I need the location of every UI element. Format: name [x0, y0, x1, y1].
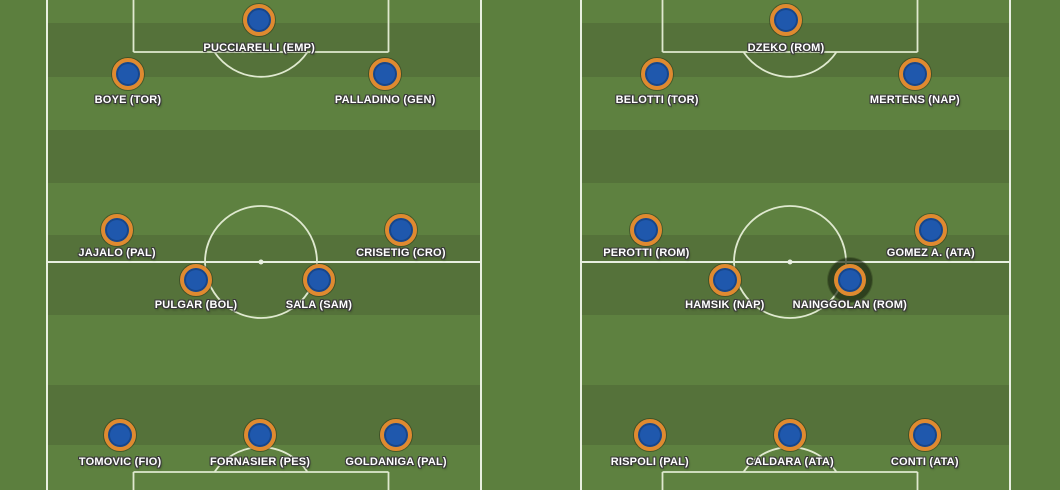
player-label-belotti: BELOTTI (TOR) [615, 94, 699, 106]
penalty-box-top [132, 0, 390, 53]
player-marker-hamsik[interactable] [708, 264, 741, 296]
center-spot [258, 259, 264, 265]
player-marker-dzeko[interactable] [770, 4, 803, 36]
player-label-crisetig: CRISETIG (CRO) [356, 247, 446, 259]
player-label-jajalo: JAJALO (PAL) [78, 247, 156, 259]
player-marker-mertens[interactable] [898, 58, 931, 90]
player-marker-gomez-a[interactable] [914, 214, 947, 246]
player-label-palladino: PALLADINO (GEN) [334, 94, 436, 106]
pitch-markings-left [46, 0, 482, 490]
penalty-arc-top [213, 51, 309, 78]
player-label-hamsik: HAMSIK (NAP) [685, 299, 765, 311]
player-marker-boye[interactable] [111, 58, 144, 90]
player-label-boye: BOYE (TOR) [94, 94, 162, 106]
player-marker-pucciarelli[interactable] [243, 4, 276, 36]
player-label-tomovic: TOMOVIC (FIO) [78, 456, 162, 468]
player-label-perotti: PEROTTI (ROM) [603, 247, 690, 259]
player-label-pulgar: PULGAR (BOL) [154, 299, 238, 311]
player-marker-perotti[interactable] [630, 214, 663, 246]
penalty-box-top [661, 0, 919, 53]
player-label-rispoli: RISPOLI (PAL) [610, 456, 689, 468]
player-marker-fornasier[interactable] [244, 419, 277, 451]
player-marker-goldaniga[interactable] [380, 419, 413, 451]
player-marker-caldara[interactable] [773, 419, 806, 451]
player-label-fornasier: FORNASIER (PES) [209, 456, 311, 468]
player-marker-pulgar[interactable] [179, 264, 212, 296]
player-marker-conti[interactable] [908, 419, 941, 451]
player-marker-jajalo[interactable] [101, 214, 134, 246]
center-circle [733, 205, 847, 319]
player-label-dzeko: DZEKO (ROM) [747, 42, 825, 54]
pitch-left: PUCCIARELLI (EMP) BOYE (TOR) PALLADINO (GE… [46, 0, 482, 490]
penalty-box-bottom [132, 471, 390, 490]
player-label-mertens: MERTENS (NAP) [869, 94, 960, 106]
center-circle [204, 205, 318, 319]
player-marker-belotti[interactable] [641, 58, 674, 90]
center-spot [787, 259, 793, 265]
player-label-nainggolan: NAINGGOLAN (ROM) [792, 299, 908, 311]
player-marker-palladino[interactable] [369, 58, 402, 90]
player-label-pucciarelli: PUCCIARELLI (EMP) [203, 42, 315, 54]
penalty-arc-top [742, 51, 838, 78]
player-marker-crisetig[interactable] [384, 214, 417, 246]
player-marker-rispoli[interactable] [633, 419, 666, 451]
player-label-conti: CONTI (ATA) [890, 456, 959, 468]
player-marker-tomovic[interactable] [104, 419, 137, 451]
player-label-goldaniga: GOLDANIGA (PAL) [345, 456, 447, 468]
player-label-caldara: CALDARA (ATA) [745, 456, 834, 468]
player-marker-nainggolan[interactable] [833, 264, 866, 296]
player-label-gomez-a: GOMEZ A. (ATA) [886, 247, 975, 259]
penalty-box-bottom [661, 471, 919, 490]
pitch-right: DZEKO (ROM) BELOTTI (TOR) MERTENS (NAP) PER… [580, 0, 1011, 490]
player-marker-sala[interactable] [302, 264, 335, 296]
player-label-sala: SALA (SAM) [285, 299, 353, 311]
